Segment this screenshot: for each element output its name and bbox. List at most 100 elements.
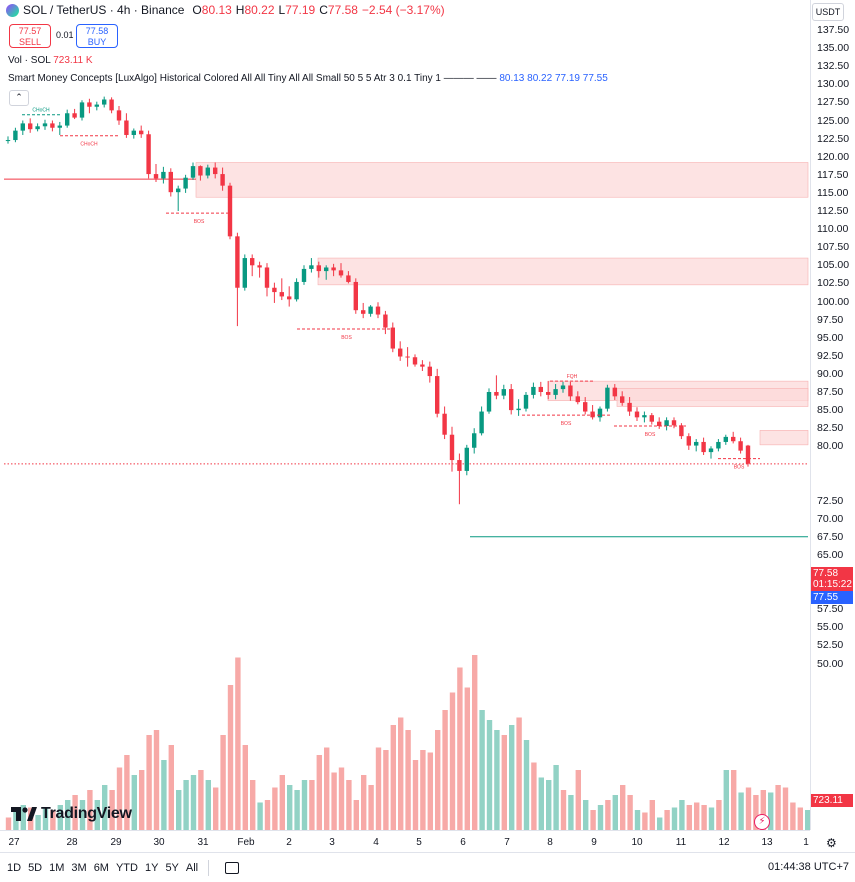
volume-bar: [161, 760, 167, 830]
price-tick-label: 52.50: [817, 639, 844, 652]
range-button-1d[interactable]: 1D: [7, 861, 22, 874]
tradingview-logo-icon: [11, 807, 37, 821]
volume-bar: [301, 780, 308, 830]
indicator-legend-text: Smart Money Concepts [LuxAlgo] Historica…: [8, 73, 497, 84]
candle-body: [131, 130, 136, 135]
indicator-value-4: 77.55: [582, 73, 608, 84]
volume-bar: [575, 770, 581, 830]
candle-body: [457, 460, 462, 471]
range-button-all[interactable]: All: [185, 861, 199, 874]
time-axis[interactable]: 27 28 29 30 31 Feb 2 3 4 5 6 7 8 9 10 11 12 13 1: [0, 830, 810, 853]
sell-button[interactable]: 77.57 SELL: [9, 24, 51, 48]
volume-bar: [753, 795, 759, 830]
candle-body: [116, 110, 122, 121]
candle-body: [420, 364, 425, 367]
gear-icon[interactable]: ⚙: [826, 836, 837, 850]
indicator-value-1: 80.13: [499, 73, 525, 84]
volume-bar: [442, 710, 448, 830]
time-tick-label: 11: [675, 837, 687, 848]
range-button-1m[interactable]: 1M: [49, 861, 65, 874]
volume-bar: [279, 775, 285, 830]
time-tick-label: 13: [761, 837, 773, 848]
candle-body: [538, 386, 543, 392]
volume-bar: [664, 810, 670, 830]
volume-bar: [146, 735, 152, 830]
price-tick-label: 127.50: [817, 96, 850, 109]
volume-bar: [516, 717, 522, 830]
volume-bar: [94, 800, 100, 830]
chart-canvas[interactable]: CHoCH CHoCH BOS BOS FQH BOS BOS BOS: [0, 0, 810, 830]
ohlc-close: C77.58: [319, 3, 358, 17]
range-button-1y[interactable]: 1Y: [144, 861, 159, 874]
volume-bar: [583, 800, 589, 830]
volume-bar: [472, 655, 478, 830]
price-tick-label: 135.00: [817, 42, 850, 55]
volume-legend[interactable]: Vol · SOL 723.11 K: [8, 55, 93, 66]
time-tick-label: 30: [153, 837, 165, 848]
range-button-5y[interactable]: 5Y: [165, 861, 179, 874]
lightning-icon[interactable]: ⚡: [754, 814, 770, 830]
candle-body: [568, 385, 573, 397]
candle-body: [390, 327, 395, 349]
volume-bar: [568, 795, 574, 830]
volume-bar: [782, 787, 789, 830]
candle-body: [309, 265, 314, 269]
chevron-up-icon[interactable]: ⌃: [9, 90, 29, 106]
utc-clock[interactable]: 01:44:38 UTC+7: [767, 861, 849, 873]
price-tick-label: 110.00: [817, 223, 849, 236]
candle-body: [612, 387, 617, 397]
range-button-5d[interactable]: 5D: [28, 861, 43, 874]
range-button-ytd[interactable]: YTD: [115, 861, 138, 874]
buy-button[interactable]: 77.58 BUY: [76, 24, 118, 48]
time-tick-label: 12: [718, 837, 730, 848]
volume-bar: [523, 740, 530, 830]
zone-rect: [317, 257, 809, 286]
price-axis[interactable]: 137.50 135.00 132.50 130.00 127.50 125.00 122.…: [810, 0, 855, 830]
volume-bar: [605, 800, 611, 830]
candle-body: [449, 434, 455, 461]
price-tick-label: 92.50: [817, 349, 844, 362]
volume-legend-label: Vol · SOL: [8, 55, 51, 66]
spread-value: 0.01: [56, 30, 74, 40]
indicator-legend[interactable]: Smart Money Concepts [LuxAlgo] Historica…: [8, 73, 608, 84]
volume-bar: [620, 785, 626, 830]
zone-rect: [195, 162, 809, 198]
tradingview-logo[interactable]: TradingView: [11, 805, 132, 823]
candle-body: [671, 420, 677, 426]
volume-bar: [412, 760, 419, 830]
last-price-tag: 77.58 01:15:22: [811, 567, 853, 591]
price-tick-label: 112.50: [817, 205, 849, 217]
symbol-header: SOL / TetherUS · 4h · Binance O80.13 H80…: [6, 3, 445, 17]
volume-bar: [65, 800, 71, 830]
volume-bar: [324, 747, 330, 830]
chart-area[interactable]: CHoCH CHoCH BOS BOS FQH BOS BOS BOS: [0, 0, 810, 830]
candle-body: [190, 166, 196, 178]
currency-selector[interactable]: USDT: [812, 3, 844, 21]
range-button-6m[interactable]: 6M: [93, 861, 109, 874]
volume-bar: [797, 807, 803, 830]
zone-rect: [616, 388, 809, 407]
volume-bar: [560, 790, 567, 830]
price-tick-label: 107.50: [817, 241, 850, 254]
calendar-icon[interactable]: [225, 861, 240, 874]
zone-rect: [759, 430, 809, 446]
volume-bar: [435, 730, 441, 830]
volume-bar: [257, 802, 263, 830]
candle-body: [627, 402, 632, 412]
candle-body: [686, 436, 691, 446]
candle-body: [338, 270, 344, 276]
price-tick-label: 90.00: [817, 367, 844, 380]
time-tick-label: 27: [8, 837, 20, 848]
candle-body: [124, 120, 129, 135]
range-button-3m[interactable]: 3M: [71, 861, 87, 874]
candle-body: [560, 385, 566, 390]
candle-body: [523, 394, 529, 409]
candle-body: [694, 441, 699, 446]
candle-body: [427, 366, 432, 377]
symbol-title[interactable]: SOL / TetherUS · 4h · Binance: [23, 3, 185, 17]
candle-body: [279, 292, 284, 297]
volume-bar: [642, 812, 648, 830]
volume-bar: [701, 805, 707, 830]
candle-body: [634, 411, 640, 418]
volume-bar: [331, 772, 337, 830]
